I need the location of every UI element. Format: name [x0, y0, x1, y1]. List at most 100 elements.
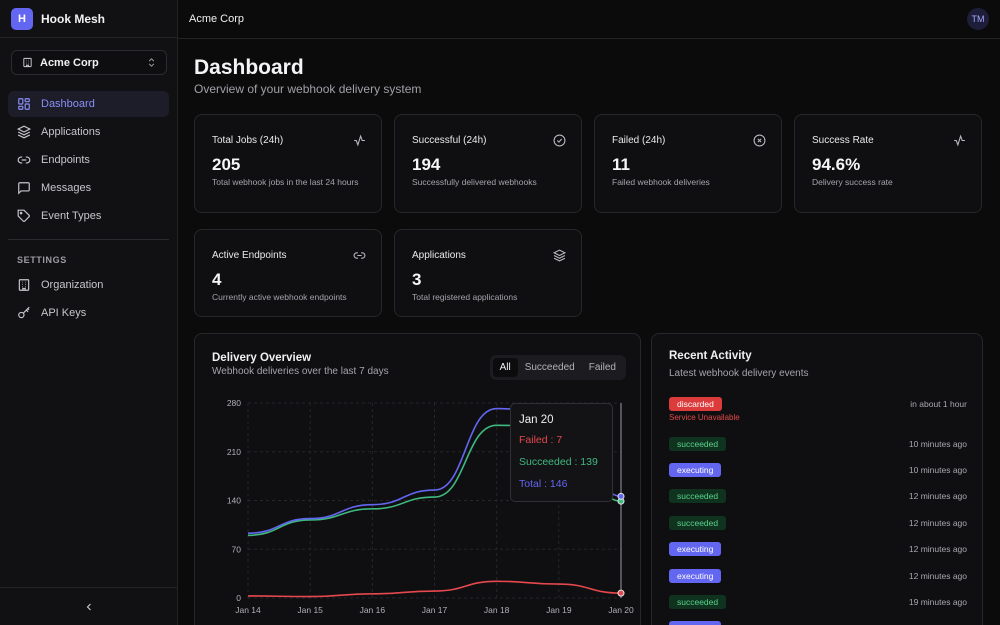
activity-item[interactable]: executing	[669, 621, 967, 625]
activity-item[interactable]: succeeded 19 minutes ago	[669, 595, 967, 611]
sidebar-divider	[8, 239, 169, 240]
settings-nav: Organization API Keys	[8, 272, 169, 328]
settings-heading: SETTINGS	[17, 255, 67, 265]
activity-time: 12 minutes ago	[908, 518, 967, 528]
status-badge: executing	[669, 542, 722, 556]
link-icon	[353, 252, 366, 259]
status-badge: succeeded	[669, 595, 727, 609]
status-badge: succeeded	[669, 437, 727, 451]
x-tick-label: Jan 16	[360, 605, 386, 615]
sidebar-item-dashboard[interactable]: Dashboard	[8, 91, 169, 117]
delivery-chart: 0 70 140 210 280 Jan 14 Jan 15 Jan 16 Jan 17 Jan …	[227, 398, 634, 615]
delivery-filter: All Succeeded Failed	[489, 355, 626, 380]
activity-title: Recent Activity	[669, 350, 752, 362]
card-title: Successful (24h)	[412, 135, 487, 146]
brand-logo: H	[11, 7, 33, 30]
activity-subtitle: Latest webhook delivery events	[669, 368, 809, 379]
sidebar-item-endpoints[interactable]: Endpoints	[8, 147, 169, 173]
link-icon	[17, 156, 31, 164]
card-value: 94.6%	[812, 155, 861, 174]
status-badge: executing	[669, 621, 722, 625]
x-tick-label: Jan 19	[546, 605, 572, 615]
sidebar-item-event-types[interactable]: Event Types	[8, 203, 169, 229]
card-description: Successfully delivered webhooks	[412, 177, 537, 187]
card-description: Delivery success rate	[812, 177, 893, 187]
tooltip-date: Jan 20	[519, 414, 554, 426]
brand-name: Hook Mesh	[41, 11, 106, 26]
chart-tooltip: Jan 20 Failed : 7 Succeeded : 139 Total …	[510, 403, 613, 502]
x-tick-label: Jan 15	[297, 605, 323, 615]
y-tick-label: 280	[227, 398, 241, 408]
current-organization: Acme Corp	[189, 13, 245, 25]
status-badge: executing	[669, 569, 722, 583]
activity-time: 19 minutes ago	[908, 597, 967, 607]
y-tick-label: 140	[227, 496, 241, 506]
sidebar-item-api-keys[interactable]: API Keys	[8, 300, 169, 326]
activity-item[interactable]: succeeded 12 minutes ago	[669, 516, 967, 532]
sidebar-item-organization[interactable]: Organization	[8, 272, 169, 298]
sidebar: H Hook Mesh Acme Corp Dashboard Applicat…	[0, 0, 178, 625]
avatar[interactable]: TM	[967, 8, 989, 30]
x-tick-label: Jan 20	[608, 605, 634, 615]
status-badge: succeeded	[669, 516, 727, 530]
sidebar-item-label: Organization	[41, 279, 104, 291]
stat-card-active-endpoints: Active Endpoints 4 Currently active webh…	[194, 229, 382, 317]
activity-time: 12 minutes ago	[908, 571, 967, 581]
status-badge: succeeded	[669, 489, 727, 503]
message-icon	[18, 182, 30, 195]
collapse-sidebar-button[interactable]	[0, 587, 177, 625]
filter-all[interactable]: All	[492, 358, 518, 377]
filter-failed[interactable]: Failed	[588, 362, 616, 373]
activity-icon	[354, 134, 365, 147]
delivery-title: Delivery Overview	[212, 352, 312, 364]
hover-point-failed	[617, 589, 625, 597]
activity-item[interactable]: executing 10 minutes ago	[669, 463, 967, 479]
building-icon	[23, 57, 32, 68]
card-description: Failed webhook deliveries	[612, 177, 710, 187]
page-title: Dashboard	[194, 56, 304, 79]
x-tick-label: Jan 18	[484, 605, 510, 615]
page-subtitle: Overview of your webhook delivery system	[194, 82, 422, 96]
card-value: 11	[612, 155, 630, 174]
brand[interactable]: H Hook Mesh	[0, 0, 177, 38]
status-badge: executing	[669, 463, 722, 477]
card-title: Failed (24h)	[612, 135, 666, 146]
card-title: Applications	[412, 250, 466, 261]
tooltip-failed: Failed : 7	[519, 434, 563, 446]
filter-succeeded[interactable]: Succeeded	[524, 362, 575, 373]
activity-icon	[954, 134, 965, 147]
chevron-left-icon	[86, 603, 91, 610]
card-description: Total webhook jobs in the last 24 hours	[212, 177, 359, 187]
activity-time: 12 minutes ago	[908, 544, 967, 554]
tooltip-total: Total : 146	[519, 478, 568, 490]
activity-time: 10 minutes ago	[908, 439, 967, 449]
delivery-subtitle: Webhook deliveries over the last 7 days	[212, 366, 389, 377]
organization-selector[interactable]: Acme Corp	[11, 50, 167, 75]
status-badge: discarded	[669, 397, 722, 411]
dashboard-icon	[18, 98, 30, 110]
stat-card-applications: Applications 3 Total registered applicat…	[394, 229, 582, 317]
activity-error: Service Unavailable	[669, 413, 740, 422]
activity-item[interactable]: executing 12 minutes ago	[669, 569, 967, 585]
top-bar: Acme Corp TM	[178, 0, 1000, 39]
sidebar-item-applications[interactable]: Applications	[8, 119, 169, 145]
sidebar-item-messages[interactable]: Messages	[8, 175, 169, 201]
tooltip-succeeded: Succeeded : 139	[519, 456, 598, 468]
card-value: 4	[212, 270, 222, 289]
activity-item[interactable]: succeeded 10 minutes ago	[669, 437, 967, 453]
card-title: Success Rate	[812, 135, 874, 146]
card-title: Active Endpoints	[212, 250, 287, 261]
activity-item[interactable]: succeeded 12 minutes ago	[669, 489, 967, 505]
sidebar-item-label: Dashboard	[41, 98, 95, 110]
sidebar-item-label: Applications	[41, 126, 101, 138]
x-tick-label: Jan 17	[422, 605, 448, 615]
y-tick-label: 70	[232, 544, 242, 554]
activity-time: 12 minutes ago	[908, 491, 967, 501]
card-value: 205	[212, 155, 241, 174]
chevron-up-down-icon	[148, 58, 155, 67]
activity-time: 10 minutes ago	[908, 465, 967, 475]
activity-item[interactable]: discarded in about 1 hour Service Unavaila…	[669, 397, 967, 422]
card-value: 3	[412, 270, 422, 289]
y-tick-label: 210	[227, 447, 241, 457]
activity-item[interactable]: executing 12 minutes ago	[669, 542, 967, 558]
